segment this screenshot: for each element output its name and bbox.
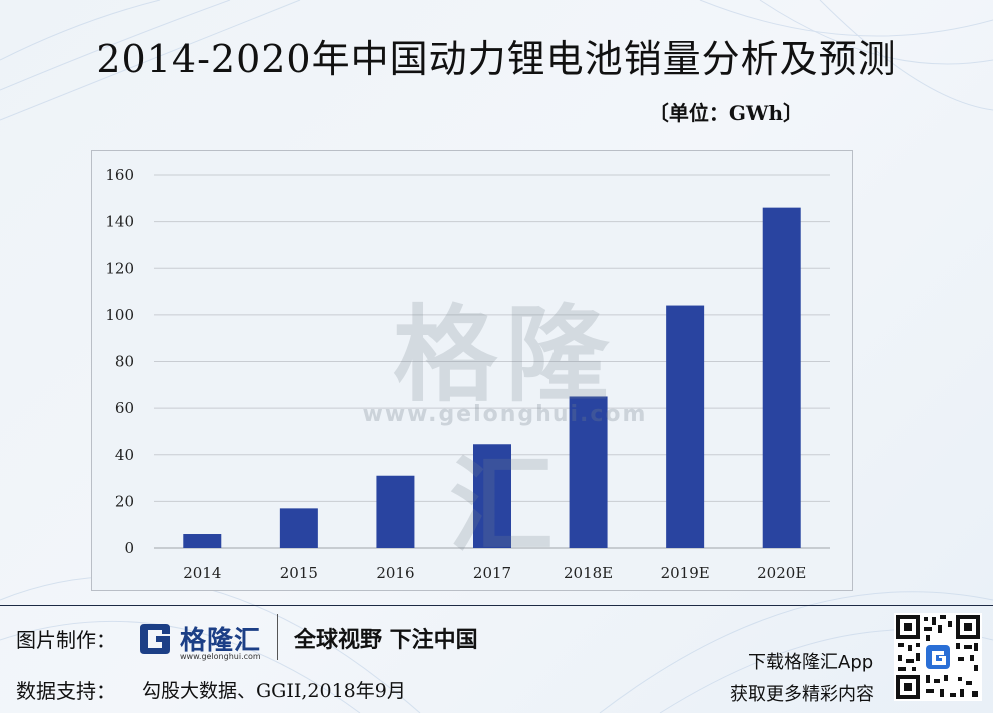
download-app-text: 下载格隆汇App xyxy=(748,652,874,673)
download-promo-text: 获取更多精彩内容 xyxy=(730,684,874,705)
logo-url: www.gelonghui.com xyxy=(180,652,261,661)
page-title: 2014-2020年中国动力锂电池销量分析及预测 xyxy=(96,37,897,81)
y-tick-label: 60 xyxy=(115,399,134,417)
gelonghui-logo-icon xyxy=(140,624,170,654)
y-tick-label: 120 xyxy=(105,259,134,277)
x-tick-label: 2014 xyxy=(183,564,221,582)
bar xyxy=(183,534,222,548)
footer-divider xyxy=(0,605,993,606)
logo-name: 格隆汇 xyxy=(180,626,262,656)
x-tick-label: 2019E xyxy=(661,564,710,582)
y-tick-label: 40 xyxy=(115,446,134,464)
bar xyxy=(376,475,415,548)
unit-label: 〔单位：GWh〕 xyxy=(648,101,803,125)
x-tick-label: 2017 xyxy=(473,564,511,582)
chart-frame: 0 20 40 60 80 100 120 140 160 2014 2015 2016 2017 201… xyxy=(91,150,853,591)
watermark: 格隆汇 xyxy=(392,294,617,567)
bar xyxy=(473,444,511,548)
maker-label: 图片制作： xyxy=(16,628,116,652)
footer-separator xyxy=(277,614,278,660)
source-label: 数据支持： xyxy=(16,679,116,703)
x-tick-label: 2020E xyxy=(757,564,806,582)
x-tick-label: 2018E xyxy=(564,564,613,582)
y-tick-label: 160 xyxy=(105,166,134,184)
y-tick-label: 20 xyxy=(115,492,134,510)
qr-code-icon[interactable] xyxy=(894,613,982,701)
x-tick-label: 2015 xyxy=(280,564,318,582)
source-text: 勾股大数据、GGII,2018年9月 xyxy=(142,680,406,702)
y-tick-label: 0 xyxy=(124,539,134,557)
watermark-url: www.gelonghui.com xyxy=(362,402,648,427)
bar xyxy=(762,207,801,548)
y-tick-label: 140 xyxy=(105,213,134,231)
bar xyxy=(666,305,705,548)
y-tick-label: 100 xyxy=(105,306,134,324)
bar xyxy=(279,508,318,548)
bar xyxy=(569,396,608,548)
y-tick-label: 80 xyxy=(115,353,134,371)
x-tick-label: 2016 xyxy=(376,564,414,582)
bar-chart: 0 20 40 60 80 100 120 140 160 2014 2015 2016 2017 201… xyxy=(105,166,830,582)
slogan: 全球视野 下注中国 xyxy=(294,628,478,653)
